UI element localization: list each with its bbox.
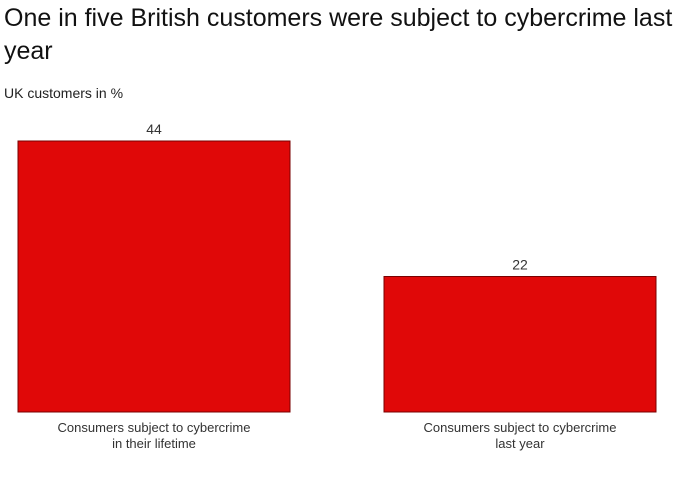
bar-1 [383, 276, 657, 413]
bar-0 [17, 140, 291, 413]
category-label-lifetime: Consumers subject to cybercrime in their… [57, 420, 251, 451]
chart-title: One in five British customers were subje… [4, 4, 673, 65]
bar-value-label-0: 44 [146, 121, 162, 137]
category-label-last-year: Consumers subject to cybercrime last yea… [423, 420, 617, 451]
chart-subtitle: UK customers in % [4, 85, 124, 101]
bar-value-label-1: 22 [512, 257, 528, 273]
